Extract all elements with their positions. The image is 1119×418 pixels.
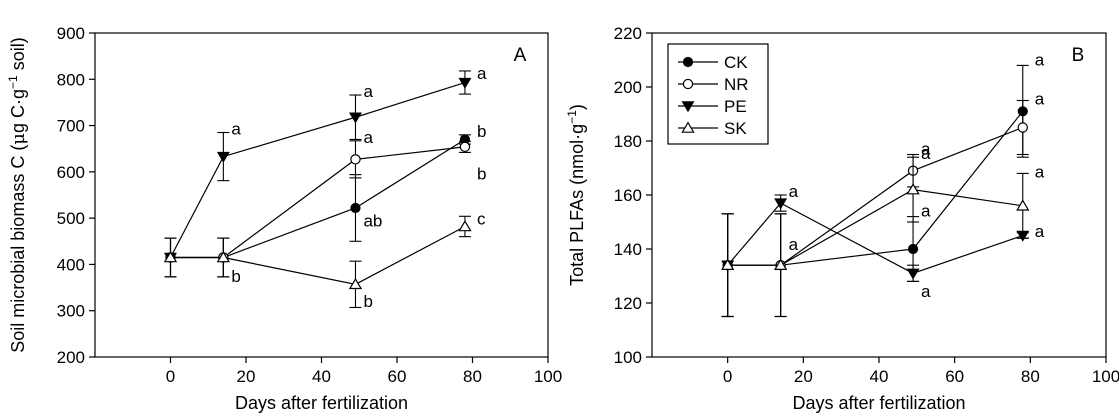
series-line [170,146,466,259]
x-tick-label: 60 [945,367,964,386]
data-point [906,183,920,195]
significance-letter: a [1035,50,1045,69]
y-tick-label: 200 [614,78,642,97]
data-point [907,243,919,255]
y-tick-label: 900 [57,24,85,43]
legend-marker [682,56,694,68]
panel-label: A [514,45,527,66]
legend-marker [681,101,695,113]
significance-letter: c [477,209,486,228]
x-tick-label: 80 [463,367,482,386]
significance-letter: a [1035,222,1045,241]
significance-letter: a [921,202,931,221]
y-tick-label: 400 [57,255,85,274]
y-tick-label: 140 [614,240,642,259]
series-line [727,188,1023,266]
significance-letter: a [921,140,931,159]
series-line [727,110,1024,266]
data-point [216,151,230,163]
y-tick-label: 600 [57,163,85,182]
significance-letter: a [921,144,931,163]
series-line [727,126,1023,266]
y-axis-label: Total PLFAs (nmol·g−1) [565,104,587,286]
x-tick-label: 80 [1021,367,1040,386]
y-axis-label: Soil microbial biomass C (μg C·g−1 soil) [6,37,29,352]
y-tick-label: 300 [57,302,85,321]
significance-letter: ab [363,212,382,231]
significance-letter: a [921,282,931,301]
series-SK: a a a [721,144,1045,318]
panel-label: B [1072,45,1085,66]
data-point [350,202,361,214]
x-axis-label: Days after fertilization [235,393,408,413]
data-point [216,250,230,263]
significance-letter: a [363,128,373,147]
data-point [458,77,472,89]
data-point [774,198,788,210]
series-line [169,81,466,258]
significance-letter: a [789,235,799,254]
significance-letter: b [477,164,486,183]
x-tick-label: 20 [237,367,256,386]
significance-letter: a [1035,90,1045,109]
y-tick-label: 800 [57,70,85,89]
legend-label: SK [724,119,747,138]
x-tick-label: 40 [312,367,331,386]
y-tick-label: 100 [614,348,642,367]
series-line [170,138,466,259]
y-tick-label: 700 [57,117,85,136]
significance-letter: a [363,82,373,101]
data-point [163,250,178,263]
x-tick-label: 60 [388,367,407,386]
x-tick-label: 0 [166,367,175,386]
significance-letter: b [477,122,486,141]
y-tick-label: 180 [614,132,642,151]
series-SK: b b c [163,209,486,311]
x-tick-label: 20 [794,367,813,386]
significance-letter: a [231,120,241,139]
legend-label: CK [724,53,748,72]
data-point [459,141,471,153]
series-NR: ab [164,128,486,278]
legend-marker [681,121,695,133]
series-CK: aa [721,50,1045,318]
x-tick-label: 0 [723,367,732,386]
data-point [773,258,788,270]
y-tick-label: 160 [614,186,642,205]
x-axis-label: Days after fertilization [792,393,965,413]
data-point [721,258,735,270]
series-PE: a a a [164,64,487,278]
legend: CK NR PE SK [667,43,769,145]
series-CK: abb [164,122,486,278]
panel-B: 0 20 40 60 80 100 100 120 140 160 180 200 220 Days af… [565,24,1119,413]
legend-label: NR [724,75,749,94]
significance-letter: b [231,267,240,286]
significance-letter: a [789,182,799,201]
y-tick-label: 120 [614,294,642,313]
x-tick-label: 100 [1092,367,1119,386]
data-point [1016,199,1030,211]
data-point [350,154,361,165]
panel-A: 0 20 40 60 80 100 200 300 400 500 600 700 800 900 Days… [6,24,562,413]
y-tick-label: 220 [614,24,642,43]
series-line [170,225,466,285]
data-point [906,268,920,280]
data-point [348,277,363,290]
legend-box [667,43,769,145]
x-tick-label: 100 [534,367,562,386]
legend-marker [682,78,694,90]
data-point [1017,122,1028,133]
data-point [349,112,362,124]
significance-letter: a [477,64,487,83]
x-tick-label: 40 [870,367,889,386]
series-NR: aa [721,90,1045,318]
significance-letter: b [363,292,372,311]
significance-letter: a [1035,162,1045,181]
series-line [727,202,1023,274]
data-point [458,219,472,232]
legend-label: PE [724,97,747,116]
y-tick-label: 200 [57,348,85,367]
y-tick-label: 500 [57,209,85,228]
